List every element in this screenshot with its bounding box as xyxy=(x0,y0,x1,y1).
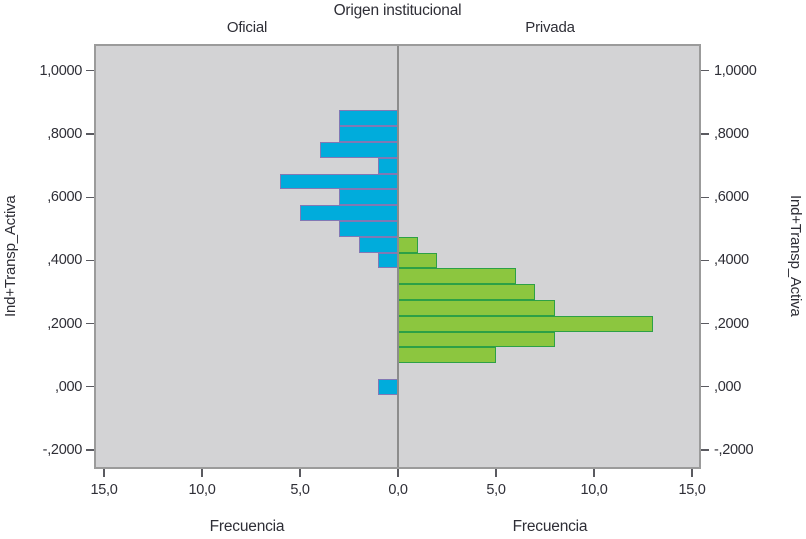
x-tick-mark-right xyxy=(593,469,595,477)
plot-area xyxy=(94,44,701,469)
bar-oficial xyxy=(339,110,398,127)
x-tick-mark-left xyxy=(201,469,203,477)
x-tick-label-right: 10,0 xyxy=(580,482,608,498)
x-tick-mark-left xyxy=(103,469,105,477)
y-tick-mark-left xyxy=(86,449,94,451)
y-tick-label-right: ,4000 xyxy=(714,252,749,269)
bar-privada xyxy=(398,268,516,285)
chart-title: Origen institucional xyxy=(333,2,462,19)
x-tick-label-left: 0,0 xyxy=(388,482,408,498)
y-tick-mark-right xyxy=(701,259,709,262)
y-tick-label-left: ,6000 xyxy=(47,189,82,206)
y-tick-label-left: 1,0000 xyxy=(39,62,82,79)
x-tick-label-right: 15,0 xyxy=(678,482,706,498)
bar-privada xyxy=(398,347,496,364)
y-tick-label-left: -,2000 xyxy=(42,442,83,459)
bar-privada xyxy=(398,236,418,253)
y-tick-label-right: -,2000 xyxy=(714,442,754,459)
bar-oficial xyxy=(319,141,398,158)
x-tick-mark-left xyxy=(299,469,301,477)
bar-privada xyxy=(398,315,653,332)
y-tick-label-left: ,8000 xyxy=(47,126,82,143)
bar-oficial xyxy=(378,252,398,269)
bar-oficial xyxy=(339,220,398,237)
y-tick-mark-right xyxy=(701,196,709,198)
bar-privada xyxy=(398,299,555,316)
x-tick-mark-left xyxy=(397,469,399,477)
y-tick-mark-left xyxy=(86,70,94,72)
y-tick-mark-left xyxy=(86,323,94,325)
y-tick-label-right: ,2000 xyxy=(714,315,749,332)
x-tick-label-left: 10,0 xyxy=(188,482,216,498)
y-tick-label-left: ,4000 xyxy=(47,252,82,269)
y-tick-mark-right xyxy=(701,133,709,135)
bar-privada xyxy=(398,331,555,348)
bar-oficial xyxy=(378,378,398,395)
bar-oficial xyxy=(339,189,398,206)
y-tick-label-left: ,2000 xyxy=(47,315,82,332)
x-tick-label-left: 15,0 xyxy=(90,482,118,498)
x-axis-title-right: Frecuencia xyxy=(512,518,588,535)
panel-header-privada: Privada xyxy=(525,19,575,36)
x-axis-title-left: Frecuencia xyxy=(209,518,285,535)
y-tick-mark-right xyxy=(701,449,709,451)
bar-oficial xyxy=(378,157,398,174)
x-tick-mark-right xyxy=(495,469,497,477)
y-tick-mark-right xyxy=(701,386,709,388)
y-tick-label-left: ,000 xyxy=(54,378,82,395)
y-tick-label-right: ,000 xyxy=(714,378,742,395)
y-axis-title-right: Ind+Transp_Activa xyxy=(787,195,804,317)
bar-privada xyxy=(398,284,536,300)
y-tick-label-right: ,6000 xyxy=(714,189,749,206)
y-tick-mark-right xyxy=(701,70,709,72)
y-tick-label-right: 1,0000 xyxy=(714,62,757,79)
center-axis-line xyxy=(397,46,399,467)
y-tick-mark-right xyxy=(701,323,709,325)
y-tick-label-right: ,8000 xyxy=(714,126,749,143)
x-tick-label-right: 5,0 xyxy=(486,482,506,498)
bar-oficial xyxy=(358,236,398,253)
x-tick-mark-right xyxy=(691,469,693,477)
y-tick-mark-left xyxy=(86,196,94,198)
bar-oficial xyxy=(300,205,398,221)
x-tick-label-left: 5,0 xyxy=(290,482,310,498)
y-tick-mark-left xyxy=(86,133,94,135)
bar-oficial xyxy=(280,173,398,190)
bar-oficial xyxy=(339,126,398,142)
panel-header-oficial: Oficial xyxy=(226,19,268,36)
y-tick-mark-left xyxy=(86,259,94,262)
bar-privada xyxy=(398,252,438,269)
y-tick-mark-left xyxy=(86,386,94,388)
